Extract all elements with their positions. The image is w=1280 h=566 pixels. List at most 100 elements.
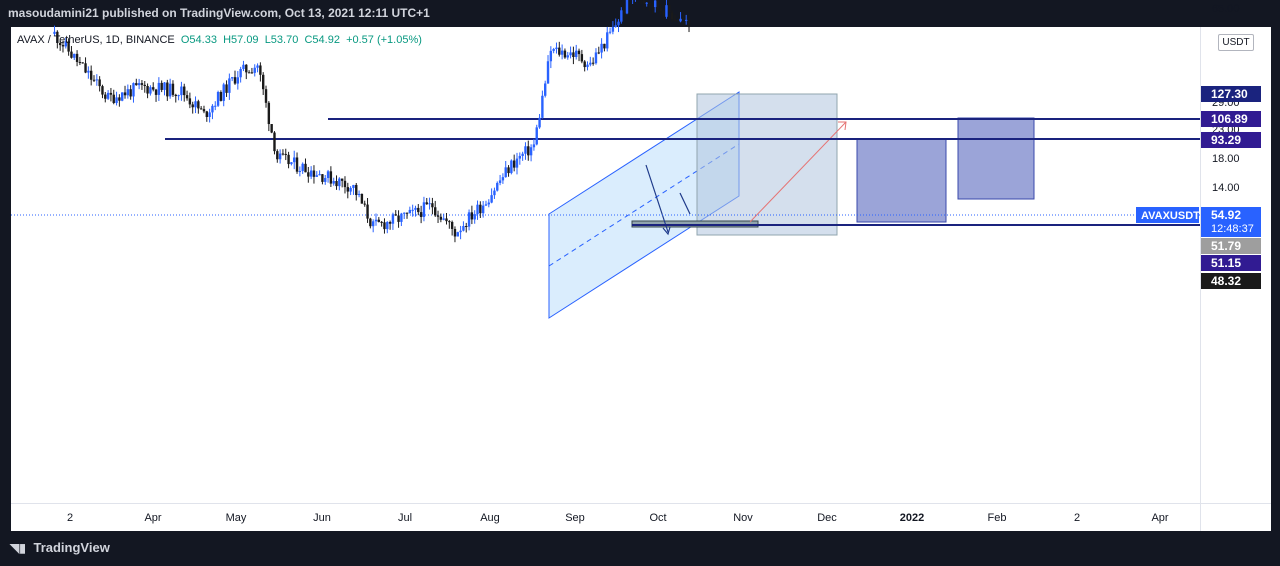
candle-body [104, 94, 107, 99]
time-scale[interactable] [11, 503, 1200, 531]
candle-body [456, 232, 459, 237]
candle-body [253, 67, 256, 73]
candle-body [493, 190, 496, 196]
candle-body [346, 187, 349, 192]
price-tag-bg [1201, 273, 1261, 289]
price-tag-bg [1201, 255, 1261, 271]
candle-body [625, 0, 629, 14]
candle-body [239, 68, 242, 78]
price-tag-bg [1201, 132, 1261, 148]
candle-body [676, 19, 679, 22]
candle-body [659, 8, 663, 12]
horizontal-levels[interactable] [11, 118, 1200, 226]
scale-corner [1200, 503, 1271, 531]
candle-body [318, 174, 321, 176]
candle-body [679, 18, 682, 22]
candle-body [87, 70, 90, 73]
candle-body [434, 207, 437, 216]
candle-body [498, 180, 502, 183]
candle-body [538, 117, 541, 128]
x-axis-ticks: 2 Apr May Jun Jul Aug Sep Oct Nov Dec 2022 Feb 2 Apr [67, 512, 1169, 524]
footer-brand: TradingView [33, 540, 110, 555]
candle-body [603, 43, 606, 49]
candle-body [256, 65, 259, 68]
candle-body [487, 202, 490, 205]
candle-body [290, 162, 293, 165]
candle-body [92, 79, 96, 81]
candle-body [608, 31, 612, 33]
candle-body [371, 221, 375, 227]
candle-body [391, 214, 395, 224]
candle-body [228, 78, 231, 93]
candle-body [473, 214, 476, 220]
tradingview-footer[interactable]: ◥▮ TradingView [10, 540, 110, 555]
candle-body [453, 228, 457, 237]
candle-body [529, 147, 533, 156]
candle-body [403, 212, 406, 214]
candle-body [98, 79, 101, 87]
legend-symbol[interactable]: AVAX / TetherUS, 1D, BINANCE [17, 34, 175, 46]
candle-body [126, 89, 130, 96]
candle-body [507, 167, 510, 174]
candle-body [380, 221, 383, 223]
candle-body [484, 204, 488, 206]
channel-midline [548, 143, 740, 267]
candle-body [467, 212, 471, 227]
candles-layer[interactable] [53, 0, 691, 243]
candle-body [123, 92, 127, 96]
candle-body [515, 158, 519, 168]
candle-body [645, 2, 648, 4]
candle-body [355, 184, 358, 196]
candle-body [653, 0, 657, 8]
currency-badge[interactable]: USDT [1218, 34, 1254, 51]
target-box-2[interactable] [957, 117, 1035, 200]
candle-body [140, 83, 144, 85]
candle-body [546, 61, 550, 84]
candle-body [84, 63, 87, 73]
candle-body [301, 163, 304, 172]
candle-body [558, 47, 561, 55]
candle-body [230, 77, 234, 79]
price-tag-label: 127.30 [1211, 87, 1248, 101]
candle-body [349, 187, 352, 192]
drawings-layer[interactable] [548, 91, 1035, 319]
candle-body [417, 207, 420, 213]
candle-body [357, 193, 361, 196]
candle-body [180, 86, 183, 96]
candle-body [445, 218, 448, 222]
candle-body [682, 18, 685, 21]
candle-body [259, 65, 262, 75]
candle-body [400, 213, 403, 222]
candle-body [121, 92, 124, 101]
candle-body [309, 170, 313, 177]
candle-body [168, 83, 172, 97]
target-box-1[interactable] [856, 138, 947, 223]
candle-body [459, 230, 462, 233]
candle-body [205, 111, 208, 117]
x-tick-label: Nov [733, 512, 753, 524]
candle-body [157, 82, 161, 95]
candle-body [194, 101, 197, 108]
candle-body [185, 95, 189, 99]
candle-body [512, 160, 516, 168]
candle-body [614, 25, 617, 27]
candle-body [479, 204, 482, 214]
legend-low: L53.70 [264, 34, 299, 46]
x-tick-label: 2 [67, 512, 73, 524]
candle-body [597, 52, 600, 54]
candle-body [307, 172, 310, 177]
candle-body [191, 104, 194, 108]
projection-box[interactable] [696, 93, 838, 236]
candle-body [552, 49, 555, 51]
candle-body [414, 207, 417, 210]
candle-body [329, 171, 333, 184]
candle-body [665, 5, 668, 17]
candle-body [188, 98, 192, 105]
candle-body [177, 95, 180, 97]
publish-line: masoudamini21 published on TradingView.c… [8, 6, 430, 20]
price-tag-countdown: 12:48:37 [1211, 223, 1254, 235]
candle-body [64, 41, 67, 47]
candle-body [61, 45, 65, 47]
candle-body [315, 175, 318, 177]
